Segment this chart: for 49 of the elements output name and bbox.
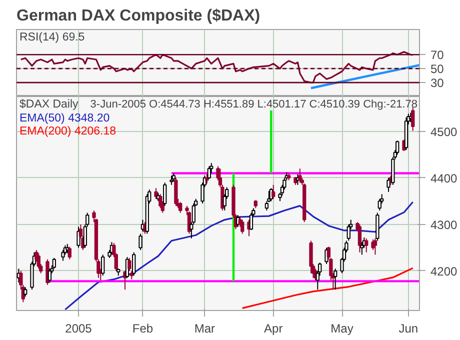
candlestick	[68, 246, 72, 260]
y-tick-label: 70	[430, 48, 444, 62]
x-tick-label: Jun	[398, 322, 418, 336]
candlestick	[396, 140, 400, 156]
candlestick	[158, 194, 162, 209]
candlestick	[240, 219, 244, 234]
candlestick	[178, 202, 182, 214]
x-tick-label: Apr	[264, 322, 283, 336]
candlestick	[373, 238, 378, 256]
candlestick	[24, 286, 28, 298]
candlestick	[61, 250, 65, 262]
line-series	[64, 201, 414, 310]
y-tick-label: 4200	[430, 264, 458, 278]
annotation: 3-Jun-2005 O:4544.73 H:4551.89 L:4501.17 C:4510.39 Chg:-21.78	[90, 98, 418, 110]
candlestick	[128, 257, 132, 272]
candlestick	[163, 182, 167, 206]
x-tick-label: May	[330, 322, 354, 336]
candlestick	[101, 254, 105, 276]
y-tick-label: 4400	[430, 171, 458, 186]
candlestick	[52, 257, 56, 270]
x-tick-label: Mar	[194, 322, 216, 336]
candlestick	[272, 184, 276, 200]
y-tick-label: 30	[430, 76, 444, 90]
candlestick	[309, 240, 313, 274]
annotation: RSI(14) 69.5	[20, 32, 85, 44]
candlestick	[358, 224, 362, 253]
candlestick	[207, 166, 211, 180]
y-tick-label: 4300	[430, 218, 458, 232]
candlestick	[376, 212, 380, 242]
candlestick	[249, 212, 254, 231]
candlestick	[48, 268, 52, 284]
candlestick	[346, 224, 350, 242]
candlestick	[174, 177, 178, 206]
candlestick	[36, 252, 40, 270]
candlestick	[170, 175, 174, 186]
annotation: $DAX Daily	[20, 98, 79, 110]
candlestick	[138, 233, 142, 251]
y-tick-label: 50	[430, 62, 444, 76]
text: EMA(200) 4206.18	[20, 126, 116, 138]
chart-title: German DAX Composite ($DAX)	[16, 8, 260, 24]
line-series	[242, 267, 414, 309]
x-tick-label: Feb	[132, 322, 154, 336]
candlestick	[76, 226, 80, 248]
x-tick-label: 2005	[65, 322, 92, 336]
candlestick	[298, 168, 302, 184]
y-tick-label: 4500	[430, 124, 458, 139]
candlestick	[378, 198, 382, 211]
text: EMA(50) 4348.20	[20, 112, 110, 124]
candlestick	[132, 252, 136, 276]
